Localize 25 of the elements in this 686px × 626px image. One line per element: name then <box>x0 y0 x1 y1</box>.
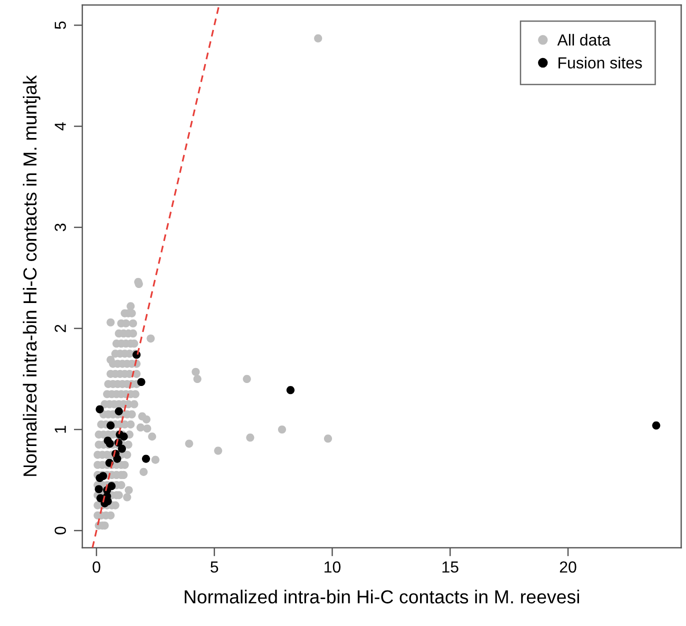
x-tick-label: 0 <box>92 561 100 573</box>
point <box>94 485 103 494</box>
legend-label: Fusion sites <box>558 56 642 69</box>
y-tick-label: 5 <box>54 21 66 30</box>
legend-label: All data <box>557 34 611 46</box>
point <box>286 386 295 394</box>
point <box>142 454 150 463</box>
point <box>118 444 126 453</box>
x-tick-label: 10 <box>324 561 341 573</box>
point <box>96 474 104 482</box>
y-tick-label: 2 <box>54 324 66 332</box>
x-tick-label: 15 <box>442 562 458 573</box>
x-tick-label: 5 <box>210 562 218 573</box>
point <box>652 421 660 430</box>
y-tick-label: 4 <box>54 122 66 130</box>
point <box>113 454 122 463</box>
y-tick-label: 1 <box>54 426 66 433</box>
y-axis-title: Normalized intra-bin Hi-C contacts in M. muntjak <box>22 75 40 476</box>
x-axis-title: Normalized intra-bin Hi-C contacts in M. reevesi <box>184 590 580 604</box>
point <box>114 407 123 416</box>
y-tick-label: 0 <box>54 526 66 534</box>
point <box>96 405 104 414</box>
x-tick-label: 20 <box>560 561 576 573</box>
point <box>137 378 146 386</box>
y-tick-label: 3 <box>54 224 66 232</box>
